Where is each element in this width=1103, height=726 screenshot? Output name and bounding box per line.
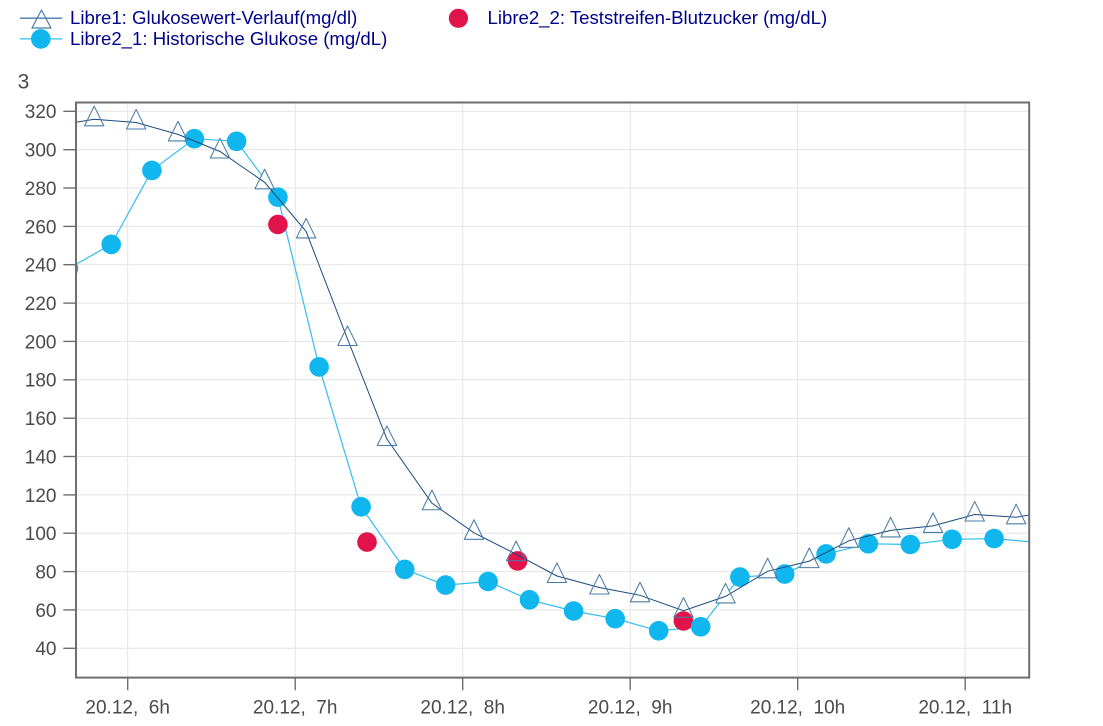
svg-text:Libre2_1: Historische Glukose: Libre2_1: Historische Glukose (mg/dL) xyxy=(70,28,387,50)
svg-text:40: 40 xyxy=(35,639,56,660)
svg-text:140: 140 xyxy=(25,447,57,468)
svg-text:300: 300 xyxy=(25,141,57,162)
svg-text:3: 3 xyxy=(18,71,30,94)
svg-text:Libre1: Glukosewert-Verlauf(mg: Libre1: Glukosewert-Verlauf(mg/dl) xyxy=(70,7,357,28)
svg-text:240: 240 xyxy=(25,256,57,277)
svg-text:20.12, 8h: 20.12, 8h xyxy=(420,698,505,719)
svg-text:120: 120 xyxy=(25,486,57,507)
svg-text:200: 200 xyxy=(25,332,57,353)
svg-text:320: 320 xyxy=(25,102,57,123)
svg-text:20.12, 6h: 20.12, 6h xyxy=(85,698,170,719)
svg-text:100: 100 xyxy=(25,524,57,545)
svg-text:20.12, 7h: 20.12, 7h xyxy=(253,698,338,719)
svg-text:180: 180 xyxy=(25,371,57,392)
svg-text:260: 260 xyxy=(25,217,57,238)
svg-text:80: 80 xyxy=(35,563,56,584)
svg-text:280: 280 xyxy=(25,179,57,200)
svg-text:Libre2_2: Teststreifen-Blutzuc: Libre2_2: Teststreifen-Blutzucker (mg/dL… xyxy=(488,7,828,29)
svg-text:160: 160 xyxy=(25,409,57,430)
svg-text:20.12, 11h: 20.12, 11h xyxy=(918,698,1012,719)
svg-text:20.12, 9h: 20.12, 9h xyxy=(588,698,673,719)
svg-text:60: 60 xyxy=(35,601,56,622)
svg-text:220: 220 xyxy=(25,294,57,315)
svg-text:20.12, 10h: 20.12, 10h xyxy=(750,698,845,719)
